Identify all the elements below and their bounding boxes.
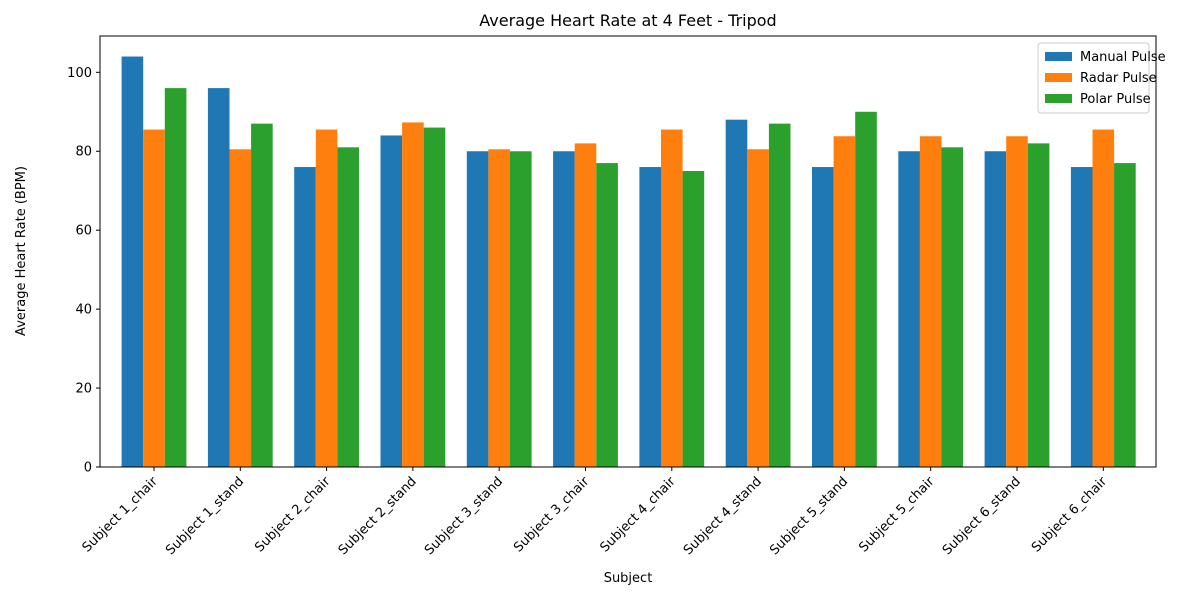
plot-area — [121, 56, 1136, 468]
bar-manual-pulse-3 — [380, 135, 403, 467]
bar-manual-pulse-10 — [984, 151, 1007, 467]
bar-radar-pulse-11 — [1092, 129, 1115, 468]
bar-manual-pulse-7 — [725, 119, 748, 467]
bar-manual-pulse-6 — [639, 167, 661, 468]
x-tick-label: Subject 1_chair — [80, 474, 162, 556]
bar-radar-pulse-9 — [919, 136, 942, 467]
bar-polar-pulse-9 — [941, 147, 964, 468]
legend: Manual Pulse Radar Pulse Polar Pulse — [1037, 42, 1166, 114]
bar-radar-pulse-4 — [488, 149, 510, 467]
legend-label: Radar Pulse — [1080, 71, 1157, 86]
x-tick-label: Subject 6_stand — [940, 474, 1024, 558]
bar-manual-pulse-9 — [898, 151, 920, 467]
x-tick-label: Subject 6_chair — [1029, 474, 1111, 556]
bar-radar-pulse-7 — [747, 149, 769, 467]
bar-polar-pulse-1 — [251, 123, 273, 467]
legend-label: Polar Pulse — [1080, 92, 1151, 107]
y-tick-label: 20 — [75, 382, 92, 397]
bar-radar-pulse-3 — [402, 122, 424, 467]
x-tick-label: Subject 4_chair — [597, 474, 679, 556]
y-axis: 0 20 40 60 80 100 — [67, 66, 100, 476]
bar-manual-pulse-4 — [466, 151, 489, 467]
bar-polar-pulse-11 — [1114, 163, 1136, 468]
bar-radar-pulse-5 — [574, 143, 597, 467]
bar-polar-pulse-3 — [423, 127, 446, 468]
legend-swatch — [1045, 94, 1072, 103]
x-tick-label: Subject 3_stand — [422, 474, 506, 558]
x-tick-label: Subject 1_stand — [163, 474, 247, 558]
bar-manual-pulse-1 — [207, 88, 230, 467]
legend-label: Manual Pulse — [1080, 50, 1166, 65]
bar-polar-pulse-10 — [1027, 143, 1050, 467]
bar-polar-pulse-4 — [510, 151, 532, 467]
y-tick-label: 60 — [75, 224, 92, 239]
x-tick-label: Subject 5_stand — [767, 474, 851, 558]
x-tick-label: Subject 4_stand — [681, 474, 765, 558]
bar-polar-pulse-6 — [682, 170, 705, 467]
bar-radar-pulse-8 — [833, 136, 856, 467]
bar-polar-pulse-0 — [164, 88, 187, 467]
legend-swatch — [1045, 52, 1072, 61]
y-tick-label: 0 — [84, 461, 92, 476]
legend-swatch — [1045, 73, 1072, 82]
bar-radar-pulse-0 — [143, 129, 165, 468]
bar-polar-pulse-2 — [337, 147, 359, 468]
bar-radar-pulse-1 — [229, 149, 252, 467]
x-axis-label: Subject — [604, 571, 653, 586]
bar-radar-pulse-10 — [1006, 136, 1028, 467]
x-tick-label: Subject 2_chair — [252, 474, 334, 556]
y-tick-label: 40 — [75, 303, 92, 318]
bar-manual-pulse-2 — [294, 167, 316, 468]
bar-manual-pulse-5 — [553, 151, 575, 467]
x-tick-label: Subject 2_stand — [336, 474, 420, 558]
bar-polar-pulse-8 — [855, 111, 877, 468]
bar-manual-pulse-0 — [121, 56, 144, 468]
bar-polar-pulse-7 — [768, 123, 791, 467]
y-axis-label: Average Heart Rate (BPM) — [14, 166, 29, 336]
plot-frame — [99, 35, 1157, 468]
x-tick-label: Subject 5_chair — [856, 474, 938, 556]
bar-polar-pulse-5 — [596, 163, 618, 468]
y-tick-label: 80 — [75, 145, 92, 160]
x-tick-label: Subject 3_chair — [511, 474, 593, 556]
bar-radar-pulse-2 — [315, 129, 338, 468]
bar-radar-pulse-6 — [661, 129, 683, 468]
chart-title: Average Heart Rate at 4 Feet - Tripod — [479, 11, 776, 30]
x-axis: Subject 1_chair Subject 1_stand Subject 2_… — [80, 467, 1111, 558]
bar-manual-pulse-11 — [1070, 167, 1093, 468]
y-tick-label: 100 — [67, 66, 92, 81]
bar-manual-pulse-8 — [812, 167, 834, 468]
